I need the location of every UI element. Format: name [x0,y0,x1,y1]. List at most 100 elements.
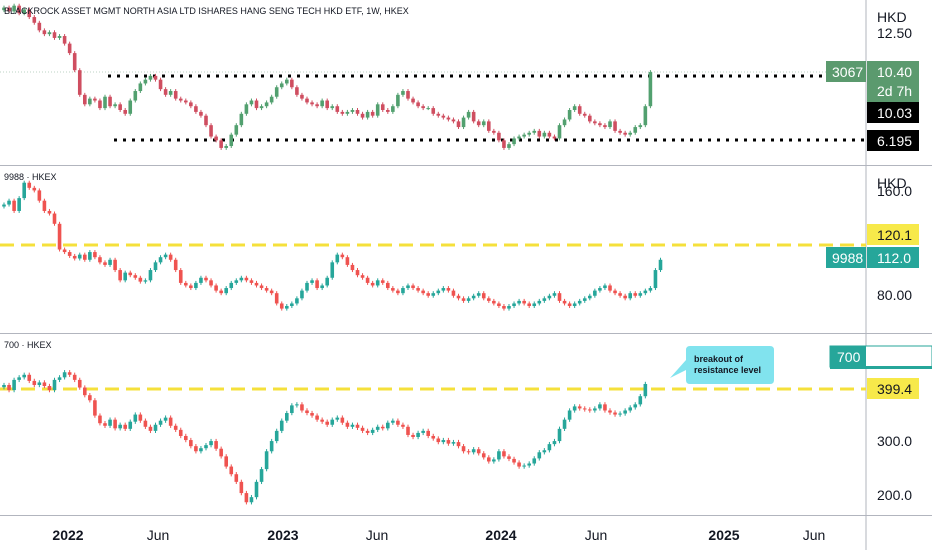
candle-body[interactable] [562,419,567,429]
candle-body[interactable] [456,121,461,128]
candle-body[interactable] [547,132,552,137]
candle-body[interactable] [204,115,208,126]
candle-body[interactable] [320,419,324,422]
candle-body[interactable] [411,98,415,103]
candle-body[interactable] [380,280,385,283]
candle-body[interactable] [178,98,183,101]
candle-body[interactable] [133,91,138,101]
candle-body[interactable] [426,108,430,110]
candle-body[interactable] [27,374,32,381]
candle-body[interactable] [37,22,42,31]
candle-body[interactable] [229,282,234,289]
candle-body[interactable] [47,32,52,35]
candle-body[interactable] [552,293,557,296]
candle-body[interactable] [456,442,461,447]
candle-body[interactable] [375,104,380,116]
candle-body[interactable] [325,277,329,286]
candle-body[interactable] [431,435,436,439]
candle-body[interactable] [113,259,117,271]
candle-body[interactable] [401,424,405,427]
candle-body[interactable] [456,295,461,299]
candle-body[interactable] [527,132,531,135]
candle-body[interactable] [143,420,148,427]
candle-body[interactable] [163,417,168,421]
candle-body[interactable] [492,130,496,133]
candle-body[interactable] [436,438,441,443]
candle-body[interactable] [320,100,324,107]
candle-body[interactable] [537,300,542,304]
candle-body[interactable] [537,130,542,137]
candle-body[interactable] [572,406,577,411]
candle-body[interactable] [522,300,526,304]
candle-body[interactable] [370,429,375,433]
candle-body[interactable] [330,262,335,278]
candle-body[interactable] [184,435,188,441]
candle-body[interactable] [305,282,309,291]
candle-body[interactable] [391,106,395,112]
candle-body[interactable] [163,89,168,95]
candle-body[interactable] [67,372,72,375]
candle-body[interactable] [305,410,309,414]
candle-body[interactable] [582,408,587,410]
candle-body[interactable] [421,106,425,109]
candle-body[interactable] [274,87,279,97]
candle-body[interactable] [118,424,122,429]
candle-body[interactable] [209,280,213,286]
candle-body[interactable] [143,79,148,84]
candle-body[interactable] [426,293,430,296]
candle-body[interactable] [269,290,274,294]
candle-body[interactable] [194,282,198,289]
candle-body[interactable] [290,79,294,88]
candle-body[interactable] [380,104,385,110]
candle-body[interactable] [643,383,648,397]
candle-body[interactable] [618,293,622,296]
candle-body[interactable] [507,456,511,459]
candle-body[interactable] [588,409,592,411]
candle-body[interactable] [426,430,430,436]
candle-body[interactable] [396,420,400,425]
candle-body[interactable] [497,451,501,460]
candle-body[interactable] [552,441,557,445]
candle-body[interactable] [274,293,279,304]
candle-body[interactable] [32,380,37,385]
candle-body[interactable] [219,140,223,148]
candle-body[interactable] [209,125,213,137]
candle-body[interactable] [532,303,537,307]
candle-body[interactable] [62,372,67,378]
candle-body[interactable] [62,36,67,44]
candle-body[interactable] [577,300,582,304]
candle-body[interactable] [12,200,16,211]
candle-body[interactable] [391,288,395,291]
candle-body[interactable] [325,421,329,425]
candle-body[interactable] [305,98,309,103]
candle-body[interactable] [118,104,122,110]
candle-body[interactable] [577,406,582,409]
candle-body[interactable] [239,113,244,126]
candle-body[interactable] [471,111,476,122]
candle-body[interactable] [158,420,163,425]
candle-body[interactable] [229,466,234,475]
candle-body[interactable] [22,374,26,378]
candle-body[interactable] [234,280,239,283]
candle-body[interactable] [330,419,335,425]
candle-body[interactable] [325,100,329,109]
candle-body[interactable] [214,285,218,291]
candle-body[interactable] [481,121,486,126]
candle-body[interactable] [608,285,612,291]
candle-body[interactable] [259,469,264,482]
candle-body[interactable] [138,414,143,421]
candle-body[interactable] [436,113,441,116]
candle-body[interactable] [88,252,92,260]
candle-body[interactable] [295,298,299,304]
candle-body[interactable] [350,424,355,427]
candle-body[interactable] [582,298,587,301]
candle-body[interactable] [128,421,133,429]
candle-body[interactable] [62,249,67,253]
candle-body[interactable] [12,379,16,391]
candle-body[interactable] [320,285,324,289]
candle-body[interactable] [163,254,168,258]
candle-body[interactable] [83,254,87,260]
candle-body[interactable] [178,429,183,436]
candle-body[interactable] [406,426,410,435]
candle-body[interactable] [123,110,127,114]
